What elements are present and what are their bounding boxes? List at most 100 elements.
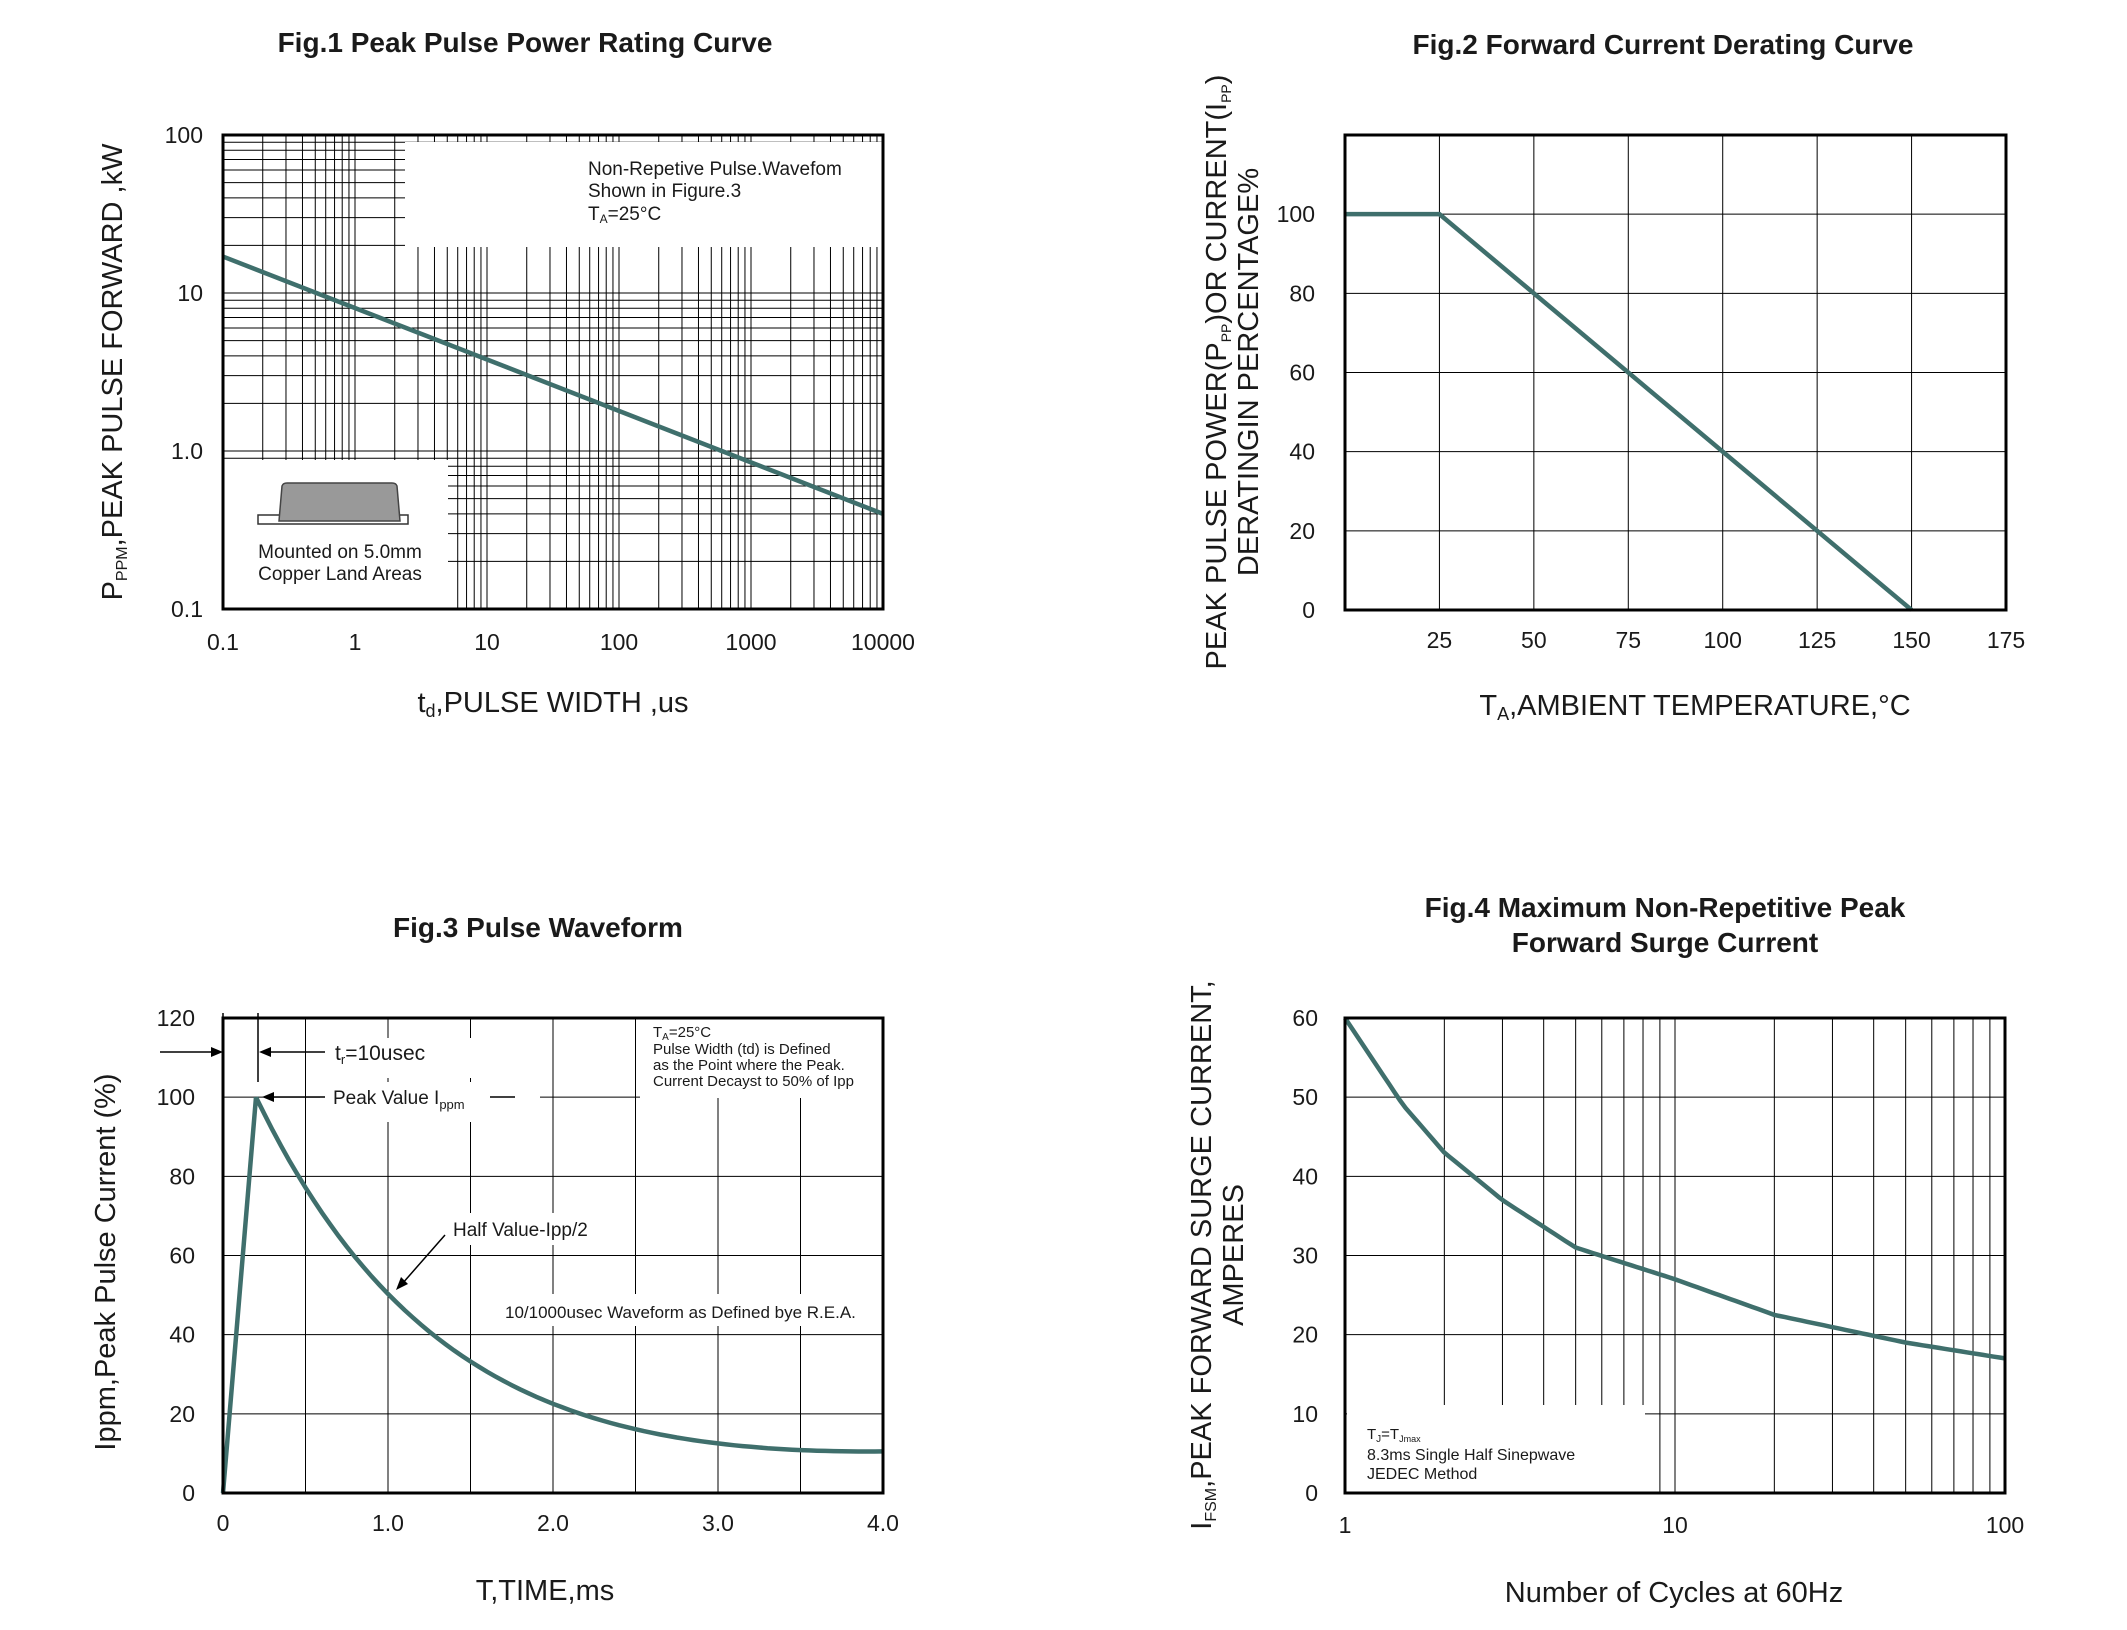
fig2-xlabel: TA,AMBIENT TEMPERATURE,°C — [1479, 690, 1910, 724]
fig4-tick-labels: 1 10 100 0 10 20 30 40 50 60 — [1292, 1005, 2024, 1538]
fig4-cond-main: T — [1367, 1426, 1376, 1443]
fig2-derating-curve — [1345, 211, 1914, 612]
fig1-xlabel-sub: d — [426, 701, 436, 721]
fig2-xlabel-sub: A — [1497, 704, 1509, 724]
fig4-xtick: 1 — [1339, 1512, 1352, 1538]
fig3-waveform-label: 10/1000usec Waveform as Defined bye R.E.… — [505, 1303, 856, 1322]
fig3-plot-frame — [221, 1016, 885, 1495]
fig1-note-temp-sub: A — [600, 212, 608, 226]
fig4-xlabel: Number of Cycles at 60Hz — [1505, 1577, 1843, 1609]
fig1-note-box — [405, 142, 885, 247]
fig4-method-line1: 8.3ms Single Half Sinepwave — [1367, 1447, 1575, 1464]
fig2-ylabel-line1: PEAK PULSE POWER(PPP)OR CURRENT(IPP) — [1201, 75, 1234, 670]
fig1-note-temp: TA=25°C — [588, 204, 661, 226]
fig2-ylabel-sub1: PP — [1218, 324, 1234, 343]
fig4-ytick: 20 — [1292, 1322, 1318, 1348]
fig2-ylabel-sub2: PP — [1218, 84, 1234, 103]
fig2-ytick: 20 — [1289, 518, 1315, 544]
fig1-ylabel-main: P — [97, 581, 129, 600]
fig2-ylabel-c: ) — [1201, 75, 1233, 85]
fig4-ytick: 0 — [1305, 1480, 1318, 1506]
fig2-chart: Fig.2 Forward Current Derating Curve 25 5… — [1201, 29, 2025, 724]
fig4-ytick: 30 — [1292, 1243, 1318, 1269]
fig4-chart: Fig.4 Maximum Non-Repetitive Peak Forwar… — [1186, 892, 2024, 1609]
fig3-peak-sub: ppm — [439, 1097, 464, 1112]
fig1-tick-labels: 0.1 1 10 100 1000 10000 0.1 1.0 10 100 — [165, 122, 915, 655]
fig4-xtick: 10 — [1662, 1512, 1688, 1538]
fig3-ytick: 100 — [157, 1084, 195, 1110]
fig3-tr-label: tr=10usec — [335, 1042, 425, 1067]
fig4-method-box — [1347, 1405, 1645, 1492]
fig2-ytick: 100 — [1277, 201, 1315, 227]
fig1-ytick: 100 — [165, 122, 203, 148]
fig2-ytick: 40 — [1289, 439, 1315, 465]
fig3-peak-main: Peak Value I — [333, 1088, 439, 1109]
fig2-xlabel-main: T — [1479, 690, 1497, 722]
fig1-xlabel: td,PULSE WIDTH ,us — [417, 687, 688, 721]
fig3-wave-box — [495, 1294, 880, 1326]
fig4-plot-frame — [1343, 1016, 2007, 1495]
fig4-ytick: 40 — [1292, 1163, 1318, 1189]
fig3-ytick: 40 — [169, 1322, 195, 1348]
fig3-title: Fig.3 Pulse Waveform — [393, 912, 683, 943]
fig2-xtick: 150 — [1892, 627, 1930, 653]
fig3-def-line2: as the Point where the Peak. — [653, 1057, 845, 1074]
fig3-xtick: 4.0 — [867, 1510, 899, 1536]
fig3-xtick: 0 — [217, 1510, 230, 1536]
fig3-tr-box — [330, 1038, 550, 1078]
fig1-ylabel-rest: ,PEAK PULSE FORWARD ,kW — [97, 143, 129, 546]
fig2-ytick: 60 — [1289, 360, 1315, 386]
fig1-xtick: 0.1 — [207, 629, 239, 655]
fig3-ytick: 60 — [169, 1243, 195, 1269]
fig3-cond-main: T — [653, 1024, 662, 1041]
fig4-title-line1: Fig.4 Maximum Non-Repetitive Peak — [1425, 892, 1906, 923]
smd-package-icon — [257, 482, 409, 525]
fig4-ytick: 10 — [1292, 1401, 1318, 1427]
fig3-half-box — [445, 1213, 605, 1245]
fig3-chart: Fig.3 Pulse Waveform 0 1.0 2.0 3.0 4.0 0 20 40 6… — [90, 912, 899, 1607]
fig2-xtick: 75 — [1615, 627, 1641, 653]
fig2-ytick: 80 — [1289, 280, 1315, 306]
fig2-xtick: 25 — [1427, 627, 1453, 653]
fig3-peak-box — [320, 1082, 540, 1122]
fig3-half-label: Half Value-Ipp/2 — [453, 1220, 588, 1241]
fig1-plot-frame — [221, 133, 885, 611]
fig1-xlabel-rest: ,PULSE WIDTH ,us — [436, 687, 689, 719]
fig3-xtick: 1.0 — [372, 1510, 404, 1536]
fig3-xtick: 3.0 — [702, 1510, 734, 1536]
fig1-ylabel: PPPM,PEAK PULSE FORWARD ,kW — [97, 143, 131, 600]
fig1-chart: Fig.1 Peak Pulse Power Rating Curve 0.1 1… — [97, 27, 915, 721]
fig4-ylabel-line1: IFSM,PEAK FORWARD SURGE CURRENT, — [1186, 980, 1220, 1529]
fig2-xlabel-rest: ,AMBIENT TEMPERATURE,°C — [1509, 690, 1911, 722]
fig2-ytick: 0 — [1302, 597, 1315, 623]
fig3-ytick: 20 — [169, 1401, 195, 1427]
fig1-power-curve — [222, 254, 884, 516]
fig4-ylabel-rest: ,PEAK FORWARD SURGE CURRENT, — [1186, 980, 1218, 1488]
fig4-cond-sub: J — [1376, 1434, 1381, 1445]
fig4-xtick: 100 — [1986, 1512, 2024, 1538]
fig1-ytick: 0.1 — [171, 596, 203, 622]
fig1-note-line1: Non-Repetive Pulse.Wavefom — [588, 159, 842, 180]
fig1-note-line2: Shown in Figure.3 — [588, 181, 741, 202]
fig1-xtick: 10000 — [851, 629, 915, 655]
fig1-xtick: 1000 — [725, 629, 776, 655]
fig3-cond-rest: =25°C — [669, 1024, 711, 1041]
fig3-def-line1: Pulse Width (td) is Defined — [653, 1041, 831, 1058]
fig2-gridlines — [1345, 135, 2006, 610]
fig2-plot-frame — [1343, 133, 2008, 612]
fig4-title-line2: Forward Surge Current — [1512, 927, 1818, 958]
fig4-cond-sub2: Jmax — [1399, 1434, 1421, 1444]
fig3-tr-arrows — [160, 1013, 515, 1290]
fig4-ylabel-line2: AMPERES — [1218, 1184, 1250, 1326]
fig3-ytick: 0 — [182, 1480, 195, 1506]
fig3-ytick: 120 — [157, 1005, 195, 1031]
fig3-xlabel: T,TIME,ms — [476, 1575, 615, 1607]
fig1-note-temp-main: T — [588, 204, 600, 225]
fig1-xtick: 1 — [349, 629, 362, 655]
fig3-tr-sub: r — [341, 1052, 346, 1067]
fig4-ylabel-sub: FSM — [1203, 1488, 1220, 1522]
fig3-tr-main: t — [335, 1042, 341, 1065]
fig4-ylabel-main: I — [1186, 1522, 1218, 1530]
fig2-ylabel-line2: DERATINGIN PERCENTAGE% — [1233, 168, 1265, 576]
